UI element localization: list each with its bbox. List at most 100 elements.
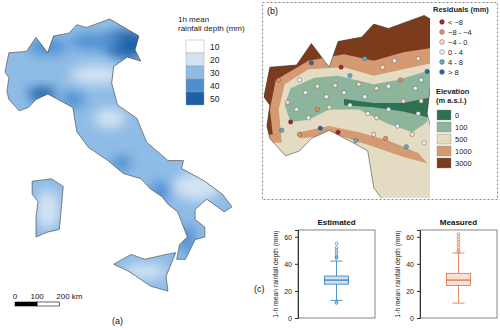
legend-swatch <box>437 134 451 144</box>
legend-label: 3000 <box>455 159 472 168</box>
legend-label: 100 <box>455 123 468 132</box>
coastline <box>114 253 176 291</box>
tick-mark <box>417 318 420 319</box>
tick-label: 60 <box>406 234 414 241</box>
tick: 20 <box>406 288 420 295</box>
panel-label: (b) <box>267 6 278 16</box>
legend-swatch <box>437 146 451 156</box>
box <box>325 276 349 284</box>
station <box>395 124 399 128</box>
axis-line <box>417 231 421 319</box>
legend-label: −4 - 0 <box>448 38 467 47</box>
legend-swatch <box>186 79 204 92</box>
station <box>327 105 331 109</box>
station <box>294 107 298 111</box>
legend-dot <box>440 40 445 45</box>
panel-b: (b) Residuals (mm)< −8−8 - −4−4 - 00 - 44… <box>255 0 500 330</box>
station <box>315 107 319 111</box>
station <box>422 140 426 144</box>
legend-swatch <box>437 158 451 168</box>
lowland <box>344 97 430 118</box>
plot-frame <box>298 230 375 318</box>
station <box>380 65 384 69</box>
outlier <box>457 244 460 247</box>
elevation-land <box>264 4 430 198</box>
station <box>401 99 405 103</box>
station <box>363 95 367 99</box>
legend-swatch <box>186 66 204 79</box>
legend-label: −8 - −4 <box>448 28 472 37</box>
land <box>32 179 63 237</box>
rainfall-map <box>5 19 232 291</box>
tick-label: 40 <box>406 261 414 268</box>
legend-label: 10 <box>210 42 220 52</box>
legend-label: 30 <box>210 68 220 78</box>
residual-legend: Residuals (mm)< −8−8 - −4−4 - 00 - 44 - … <box>433 5 489 77</box>
outlier <box>457 235 460 238</box>
land <box>114 253 176 291</box>
panel-a: 1h meanrainfall depth (mm)10203040500100… <box>5 15 245 326</box>
coastline <box>32 179 63 237</box>
legend-label: 1000 <box>455 147 472 156</box>
rainfall-shade <box>94 108 126 128</box>
outlier <box>457 238 460 241</box>
station <box>336 130 340 134</box>
rainfall-shade <box>150 182 170 202</box>
legend-label: 20 <box>210 55 220 65</box>
station <box>366 111 370 115</box>
tick: 0 <box>288 315 298 322</box>
elevation-map <box>264 4 430 198</box>
outlier <box>335 242 338 245</box>
station <box>285 100 289 104</box>
legend-dot <box>440 50 445 55</box>
outlier <box>457 241 460 244</box>
scale-segment <box>15 302 37 306</box>
plain <box>285 69 430 132</box>
tick: 60 <box>406 234 420 241</box>
station <box>324 95 328 99</box>
legend-swatch <box>186 40 204 53</box>
rainfall-shade <box>70 65 122 85</box>
station <box>306 116 310 120</box>
tick: 20 <box>284 288 298 295</box>
rainfall-legend: 1h meanrainfall depth (mm)1020304050 <box>178 15 245 105</box>
station <box>419 99 423 103</box>
legend-label: 4 - 8 <box>448 58 463 67</box>
box-marks <box>447 233 471 303</box>
whisker <box>336 284 337 300</box>
outlier <box>335 249 338 252</box>
station <box>363 56 367 60</box>
outlier <box>457 246 460 249</box>
station <box>315 84 319 88</box>
whisker-cap <box>453 303 465 304</box>
legend-dot <box>440 70 445 75</box>
y-axis-title: 1-h mean rainfall depth (mm) <box>394 230 402 317</box>
tick-mark <box>417 264 420 265</box>
tick-mark <box>295 264 298 265</box>
apennines <box>300 126 428 163</box>
rainfall-shade <box>179 226 195 254</box>
median <box>447 279 471 280</box>
station <box>413 86 417 90</box>
tick-mark <box>295 291 298 292</box>
station <box>383 136 387 140</box>
whisker <box>458 253 459 273</box>
outlier <box>335 254 338 257</box>
legend-label: > 8 <box>448 68 459 77</box>
station <box>348 103 352 107</box>
station <box>297 132 301 136</box>
station <box>386 84 390 88</box>
median <box>325 279 349 280</box>
rainfall-shade <box>68 34 124 50</box>
y-axis: 0204060 <box>406 231 420 322</box>
legend-swatch <box>186 53 204 66</box>
tick-mark <box>417 237 420 238</box>
legend-label: 500 <box>455 135 468 144</box>
panel-label: (c) <box>254 284 265 294</box>
outlier <box>335 300 338 303</box>
chart-title: Measured <box>440 218 477 227</box>
legend-dot <box>440 60 445 65</box>
legend-title: rainfall depth (mm) <box>178 24 245 33</box>
station <box>416 56 420 60</box>
tick-label: 40 <box>284 261 292 268</box>
